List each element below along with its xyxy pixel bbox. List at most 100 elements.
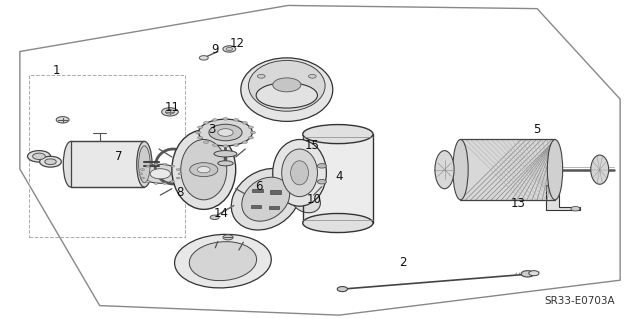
Ellipse shape xyxy=(241,58,333,122)
Text: 9: 9 xyxy=(211,43,218,56)
Circle shape xyxy=(163,163,166,165)
Circle shape xyxy=(139,173,143,175)
Text: 6: 6 xyxy=(255,180,263,193)
Circle shape xyxy=(146,165,150,167)
Circle shape xyxy=(204,141,209,144)
Text: 15: 15 xyxy=(305,139,320,152)
Text: 10: 10 xyxy=(306,193,321,206)
Circle shape xyxy=(195,131,200,134)
Circle shape xyxy=(248,126,253,129)
Circle shape xyxy=(212,144,218,146)
Circle shape xyxy=(33,153,45,160)
Circle shape xyxy=(141,168,145,170)
Circle shape xyxy=(571,206,580,211)
Ellipse shape xyxy=(547,139,563,200)
Bar xyxy=(252,189,262,192)
Circle shape xyxy=(171,165,175,167)
Text: 8: 8 xyxy=(176,186,183,199)
Ellipse shape xyxy=(291,161,308,185)
Circle shape xyxy=(337,286,348,292)
Bar xyxy=(71,141,145,187)
Ellipse shape xyxy=(591,155,609,184)
Circle shape xyxy=(248,137,253,139)
Circle shape xyxy=(253,72,269,80)
Circle shape xyxy=(273,78,301,92)
Circle shape xyxy=(189,163,218,177)
Circle shape xyxy=(154,182,158,184)
Circle shape xyxy=(141,164,179,183)
Circle shape xyxy=(234,119,239,121)
Circle shape xyxy=(198,119,252,146)
Text: 12: 12 xyxy=(230,37,244,50)
Ellipse shape xyxy=(137,141,152,187)
Circle shape xyxy=(28,151,51,162)
Bar xyxy=(303,134,373,223)
Text: 4: 4 xyxy=(335,170,343,183)
Circle shape xyxy=(210,215,219,219)
Ellipse shape xyxy=(435,151,454,189)
Text: 13: 13 xyxy=(511,197,525,211)
Circle shape xyxy=(226,48,232,50)
Ellipse shape xyxy=(242,177,290,221)
Circle shape xyxy=(199,56,208,60)
Circle shape xyxy=(548,184,557,189)
Circle shape xyxy=(521,271,534,277)
Circle shape xyxy=(529,271,539,276)
Circle shape xyxy=(209,124,242,141)
Polygon shape xyxy=(546,185,580,210)
Text: SR33-E0703A: SR33-E0703A xyxy=(545,296,615,306)
Circle shape xyxy=(223,145,228,147)
Ellipse shape xyxy=(291,189,321,213)
Ellipse shape xyxy=(218,161,233,166)
Circle shape xyxy=(317,180,326,184)
Circle shape xyxy=(250,131,255,134)
Text: 7: 7 xyxy=(115,150,123,163)
Ellipse shape xyxy=(214,151,237,157)
Circle shape xyxy=(197,167,210,173)
Circle shape xyxy=(308,74,316,78)
Ellipse shape xyxy=(282,149,317,197)
Circle shape xyxy=(243,141,248,144)
Circle shape xyxy=(171,181,175,182)
Circle shape xyxy=(162,108,178,116)
Circle shape xyxy=(40,156,61,167)
Circle shape xyxy=(317,164,326,168)
Ellipse shape xyxy=(273,139,326,206)
Circle shape xyxy=(223,46,236,52)
Bar xyxy=(251,205,261,208)
Circle shape xyxy=(146,181,150,182)
Ellipse shape xyxy=(453,139,468,200)
Text: 5: 5 xyxy=(534,123,541,136)
Text: 14: 14 xyxy=(214,207,228,220)
Circle shape xyxy=(257,74,265,78)
Ellipse shape xyxy=(248,60,325,111)
Circle shape xyxy=(198,126,203,129)
Text: 11: 11 xyxy=(164,100,179,114)
Circle shape xyxy=(218,129,233,136)
Circle shape xyxy=(176,168,180,170)
Circle shape xyxy=(163,182,166,184)
Circle shape xyxy=(198,137,203,139)
Circle shape xyxy=(141,177,145,179)
Circle shape xyxy=(223,235,233,240)
Circle shape xyxy=(45,159,56,165)
Ellipse shape xyxy=(180,139,227,200)
Circle shape xyxy=(243,122,248,124)
Circle shape xyxy=(223,118,228,120)
Text: 1: 1 xyxy=(53,64,61,77)
Circle shape xyxy=(234,144,239,146)
Bar xyxy=(269,206,279,209)
Ellipse shape xyxy=(175,234,271,288)
Circle shape xyxy=(166,110,174,114)
Circle shape xyxy=(150,169,171,179)
Ellipse shape xyxy=(189,241,257,281)
Ellipse shape xyxy=(172,130,236,209)
Ellipse shape xyxy=(256,83,317,108)
Ellipse shape xyxy=(231,168,300,230)
Ellipse shape xyxy=(139,146,150,183)
Ellipse shape xyxy=(303,213,373,233)
Circle shape xyxy=(305,72,320,80)
Ellipse shape xyxy=(63,141,79,187)
Text: 2: 2 xyxy=(399,256,407,269)
Bar xyxy=(270,190,280,194)
